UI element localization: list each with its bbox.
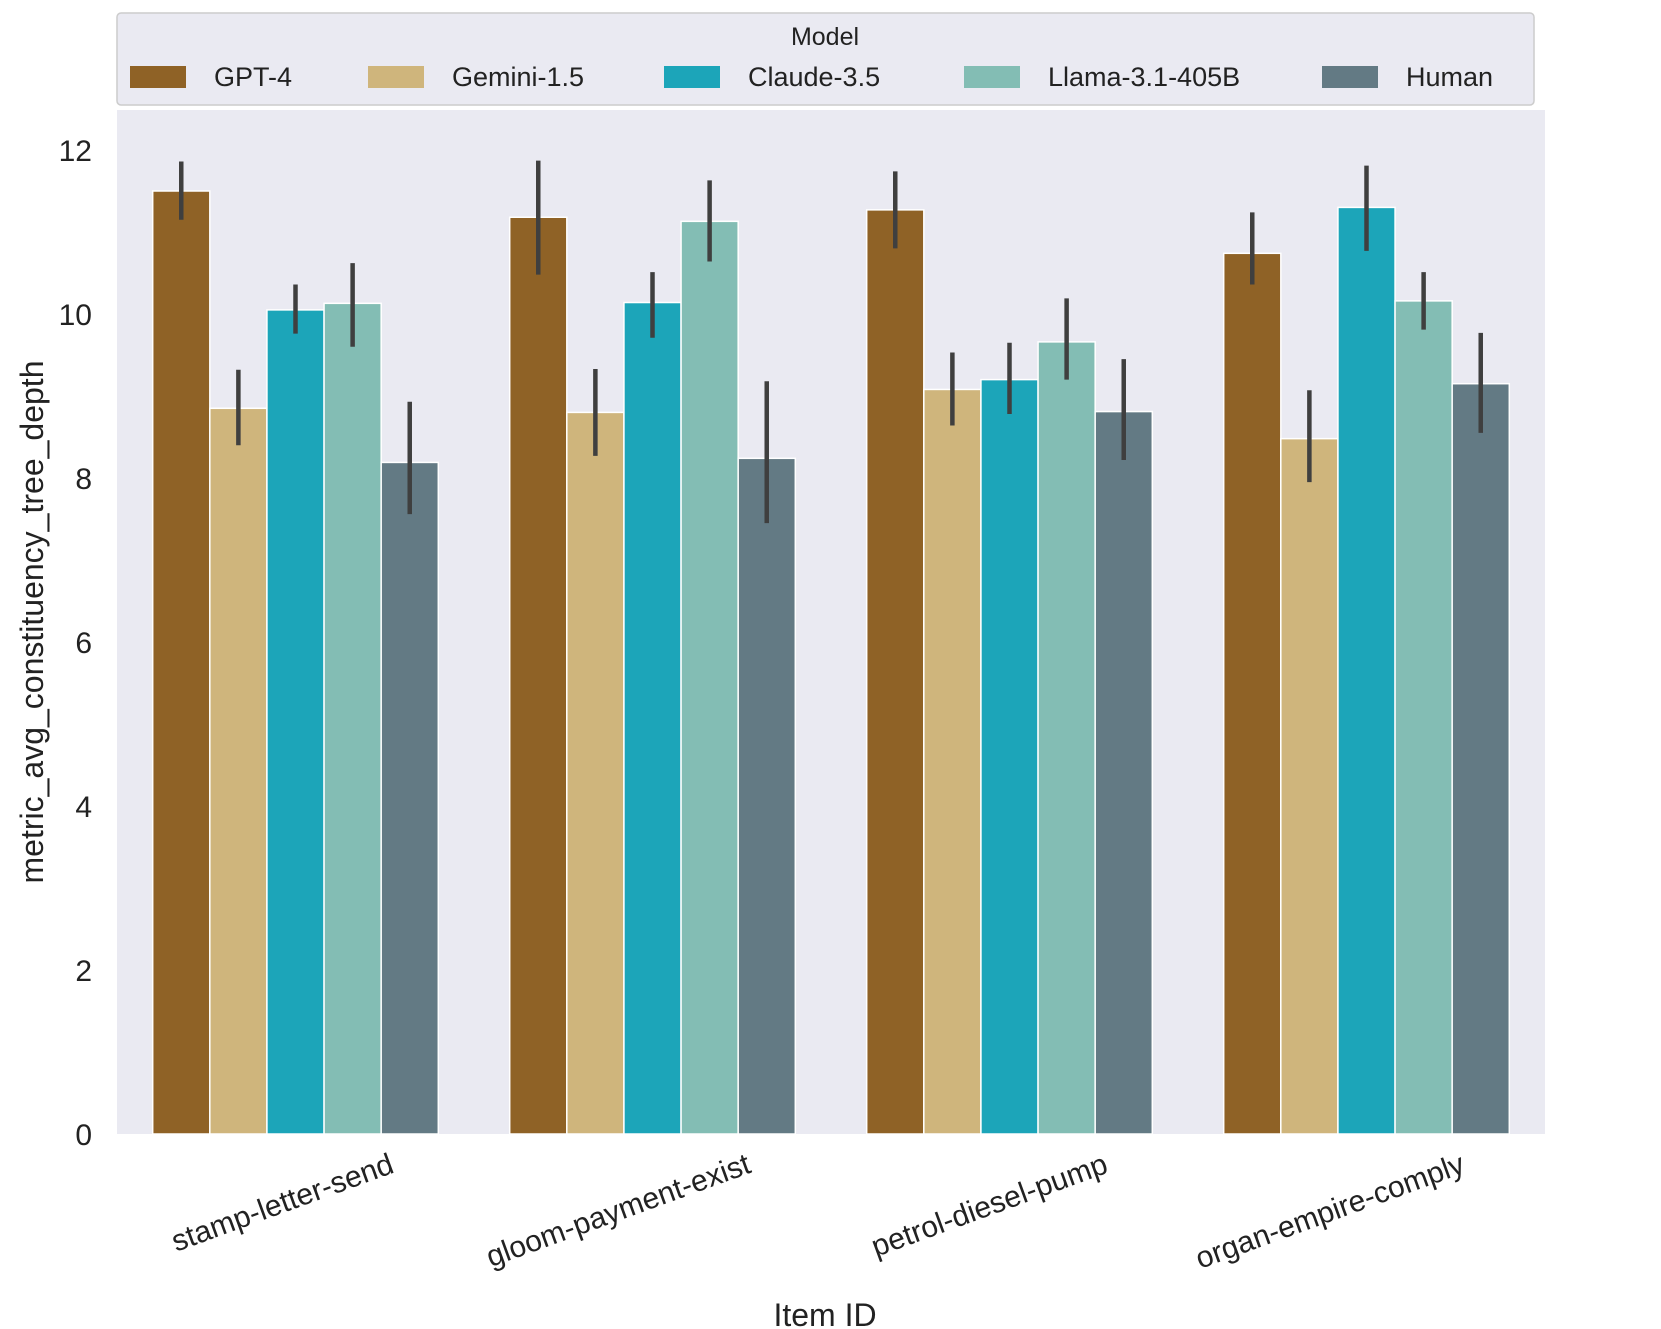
x-tick-label: gloom-payment-exist	[482, 1147, 756, 1273]
bar-human-petrol-diesel-pump	[1094, 410, 1154, 1135]
bar-llama-3-1-405b-organ-empire-comply	[1394, 300, 1453, 1135]
bar-gpt-4-stamp-letter-send	[151, 190, 211, 1135]
bar-gpt-4-petrol-diesel-pump	[865, 209, 925, 1135]
y-axis: 0 2 4 6 8 10 12	[59, 135, 92, 1152]
bar-gpt-4-gloom-payment-exist	[508, 216, 568, 1135]
y-axis-label: metric_avg_constituency_tree_depth	[14, 361, 50, 884]
bar-gemini-1-5-stamp-letter-send	[209, 407, 268, 1135]
bar-human-stamp-letter-send	[380, 461, 440, 1135]
x-axis-label: Item ID	[773, 1297, 876, 1329]
legend-label: GPT-4	[214, 62, 292, 92]
bars-layer	[151, 190, 1511, 1135]
x-tick-label: organ-empire-comply	[1191, 1148, 1469, 1276]
legend-swatch	[964, 66, 1020, 88]
y-tick-label: 8	[75, 463, 92, 496]
bar-gemini-1-5-petrol-diesel-pump	[923, 388, 982, 1135]
y-tick-label: 4	[75, 791, 92, 824]
bar-llama-3-1-405b-petrol-diesel-pump	[1037, 341, 1096, 1135]
legend-label: Human	[1406, 62, 1493, 92]
bar-llama-3-1-405b-gloom-payment-exist	[680, 220, 739, 1135]
bar-human-gloom-payment-exist	[737, 457, 797, 1135]
x-tick-label: stamp-letter-send	[167, 1148, 398, 1259]
bar-gpt-4-organ-empire-comply	[1222, 252, 1282, 1135]
bar-gemini-1-5-gloom-payment-exist	[566, 411, 625, 1135]
legend-title: Model	[791, 23, 859, 51]
bar-human-organ-empire-comply	[1451, 382, 1511, 1135]
legend-swatch	[1322, 66, 1378, 88]
legend-label: Claude-3.5	[748, 62, 880, 92]
legend-swatch	[664, 66, 720, 88]
bar-claude-3-5-stamp-letter-send	[266, 309, 325, 1135]
bar-gemini-1-5-organ-empire-comply	[1280, 437, 1339, 1135]
legend-swatch	[368, 66, 424, 88]
bar-claude-3-5-petrol-diesel-pump	[980, 378, 1039, 1135]
y-tick-label: 2	[75, 955, 92, 988]
y-tick-label: 0	[75, 1119, 92, 1152]
legend-swatch	[130, 66, 186, 88]
bar-llama-3-1-405b-stamp-letter-send	[323, 302, 382, 1135]
legend: Model GPT-4 Gemini-1.5 Claude-3.5 Llama-3.1…	[116, 12, 1535, 106]
bar-claude-3-5-gloom-payment-exist	[623, 301, 682, 1135]
legend-label: Gemini-1.5	[452, 62, 584, 92]
y-tick-label: 10	[59, 299, 92, 332]
legend-frame	[116, 12, 1535, 106]
legend-items: GPT-4 Gemini-1.5 Claude-3.5 Llama-3.1-405B H…	[130, 62, 1493, 92]
legend-label: Llama-3.1-405B	[1048, 62, 1240, 92]
errorbars-layer	[179, 160, 1483, 524]
y-tick-label: 6	[75, 627, 92, 660]
y-tick-label: 12	[59, 135, 92, 168]
x-axis: stamp-letter-send gloom-payment-exist petr…	[167, 1147, 1469, 1275]
x-tick-label: petrol-diesel-pump	[867, 1148, 1112, 1264]
bar-claude-3-5-organ-empire-comply	[1337, 206, 1396, 1135]
